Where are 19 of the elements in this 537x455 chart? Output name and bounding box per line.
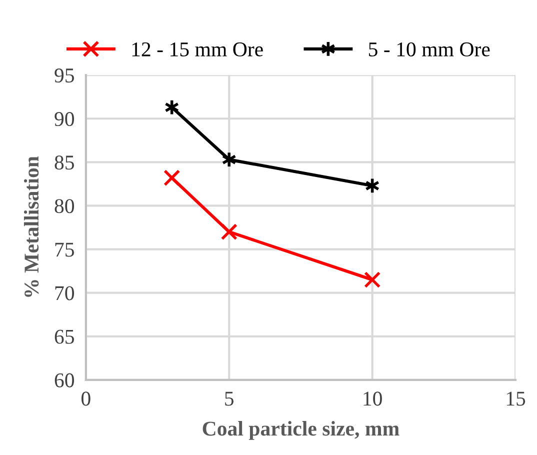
x-tick-label: 0 <box>82 392 90 406</box>
y-tick-label: 65 <box>54 330 74 344</box>
point <box>364 271 381 288</box>
y-tick-label: 90 <box>54 112 74 126</box>
x-tick-label: 15 <box>506 392 526 406</box>
y-tick-label: 70 <box>55 286 74 300</box>
y-tick-label: 95 <box>54 68 74 83</box>
x-tick-label: 10 <box>364 392 382 406</box>
x-tick-label: 5 <box>225 392 234 406</box>
point <box>164 170 180 186</box>
y-tick-label: 80 <box>54 199 74 214</box>
point <box>220 224 238 240</box>
legend-label: 12 - 15 mm Ore <box>132 42 263 56</box>
legend-label: 5 - 10 mm Ore <box>368 42 490 56</box>
y-tick-label: 75 <box>55 242 74 257</box>
x-axis-title: Coal particle size, mm <box>202 421 400 440</box>
y-tick-label: 60 <box>54 373 74 388</box>
y-axis-title: % Metallisation <box>24 156 39 297</box>
y-tick-label: 85 <box>54 156 74 170</box>
